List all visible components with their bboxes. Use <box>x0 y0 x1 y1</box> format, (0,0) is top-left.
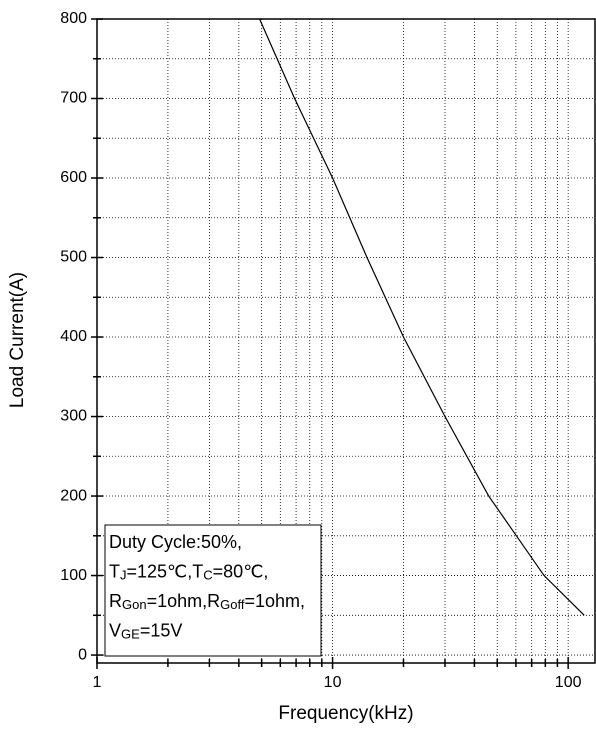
annotation-line: RGon=1ohm,RGoff=1ohm, <box>109 591 305 613</box>
series-line <box>259 18 585 616</box>
annotation-text: =80℃, <box>213 561 269 581</box>
plot-frame <box>96 18 596 664</box>
annotation-text: Duty Cycle:50%, <box>109 532 242 552</box>
y-tick-label: 600 <box>60 169 87 186</box>
annotation-text: =125℃,T <box>127 561 204 581</box>
annotation-subscript: Gon <box>122 597 147 612</box>
y-tick-label: 0 <box>78 646 87 663</box>
annotation-text: R <box>109 591 122 611</box>
annotation-subscript: Goff <box>220 597 245 612</box>
y-tick-label: 500 <box>60 249 87 266</box>
y-tick-label: 700 <box>60 90 87 107</box>
annotation-subscript: GE <box>121 627 140 642</box>
y-tick-label: 300 <box>60 408 87 425</box>
annotation-text: =1ohm, <box>244 591 305 611</box>
x-axis-label: Frequency(kHz) <box>278 703 413 724</box>
annotation-line: VGE=15V <box>109 620 182 642</box>
annotation-line: TJ=125℃,TC=80℃, <box>109 561 268 583</box>
annotation-text: T <box>109 561 120 581</box>
y-tick-label: 100 <box>60 567 87 584</box>
y-tick-label: 800 <box>60 10 87 27</box>
y-tick-label: 200 <box>60 487 87 504</box>
x-tick-label: 10 <box>324 674 342 691</box>
annotation-text: V <box>109 620 121 640</box>
annotation-subscript: C <box>203 568 212 583</box>
annotation-subscript: J <box>120 568 127 583</box>
x-tick-label: 100 <box>555 674 582 691</box>
annotation-text: =1ohm,R <box>147 591 221 611</box>
annotation-text: =15V <box>140 620 183 640</box>
y-tick-label: 400 <box>60 328 87 345</box>
x-tick-label: 1 <box>93 674 102 691</box>
annotation-line: Duty Cycle:50%, <box>109 532 242 552</box>
annotation-box <box>104 524 322 657</box>
y-axis-label: Load Current(A) <box>7 272 28 408</box>
